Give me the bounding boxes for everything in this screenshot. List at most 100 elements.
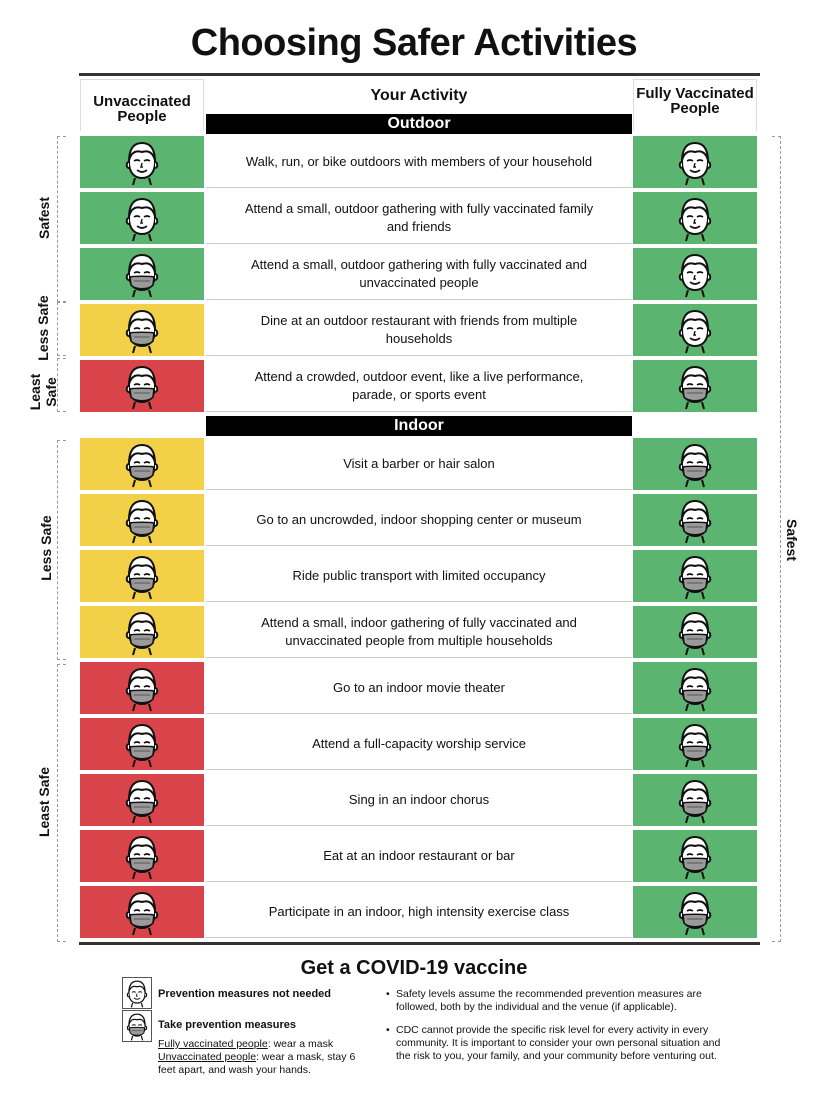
least-safe-indoor-bracket: [57, 664, 66, 942]
masked-face-icon: [125, 499, 159, 544]
top-divider: [79, 73, 760, 76]
no-mask-face-icon: [678, 309, 712, 354]
activity-row: Attend a full-capacity worship service: [80, 718, 758, 774]
safest-bracket: [57, 136, 66, 302]
least-safe-outdoor-bracket: [57, 358, 66, 412]
less-safe-outdoor-bracket: [57, 302, 66, 356]
vaccinated-risk-cell: [633, 662, 757, 714]
activity-header: Your Activity: [370, 87, 468, 104]
masked-face-icon: [678, 365, 712, 410]
masked-face-icon: [678, 779, 712, 824]
activity-row: Dine at an outdoor restaurant with frien…: [80, 304, 758, 360]
activity-row: Participate in an indoor, high intensity…: [80, 886, 758, 942]
activity-row: Eat at an indoor restaurant or bar: [80, 830, 758, 886]
activity-text: Eat at an indoor restaurant or bar: [206, 830, 632, 882]
vaccinated-risk-cell: [633, 830, 757, 882]
masked-face-icon: [122, 1010, 152, 1042]
unvaccinated-risk-cell: [80, 550, 204, 602]
unvaccinated-risk-cell: [80, 136, 204, 188]
note-2-text: CDC cannot provide the specific risk lev…: [396, 1024, 721, 1062]
masked-face-icon: [125, 891, 159, 936]
activity-text: Attend a full-capacity worship service: [206, 718, 632, 770]
less-safe-indoor-label: Less Safe: [38, 515, 54, 581]
masked-face-icon: [125, 611, 159, 656]
no-mask-face-icon: [125, 141, 159, 186]
note-2: • CDC cannot provide the specific risk l…: [386, 1024, 721, 1062]
unvaccinated-risk-cell: [80, 360, 204, 412]
vaccinated-risk-cell: [633, 550, 757, 602]
activity-text: Walk, run, or bike outdoors with members…: [206, 136, 632, 188]
masked-face-icon: [125, 723, 159, 768]
activity-row: Ride public transport with limited occup…: [80, 550, 758, 606]
unvaccinated-term: Unvaccinated people: [158, 1051, 257, 1063]
right-safest-bracket: [772, 136, 781, 942]
activity-text: Go to an uncrowded, indoor shopping cent…: [206, 494, 632, 546]
activity-text: Attend a small, outdoor gathering with f…: [206, 248, 632, 300]
unvaccinated-risk-cell: [80, 494, 204, 546]
vaccinated-risk-cell: [633, 304, 757, 356]
vaccinated-risk-cell: [633, 438, 757, 490]
vaccinated-term: Fully vaccinated people: [158, 1038, 268, 1050]
activity-text: Participate in an indoor, high intensity…: [206, 886, 632, 938]
unvaccinated-risk-cell: [80, 718, 204, 770]
unvaccinated-risk-cell: [80, 830, 204, 882]
masked-face-icon: [125, 835, 159, 880]
less-safe-outdoor-label: Less Safe: [35, 295, 51, 361]
indoor-section-bar: Indoor: [206, 416, 632, 436]
mask-guidance: Fully vaccinated people: wear a mask Unv…: [158, 1038, 373, 1077]
note-1-text: Safety levels assume the recommended pre…: [396, 988, 702, 1013]
vaccinated-risk-cell: [633, 192, 757, 244]
activity-row: Attend a small, indoor gathering of full…: [80, 606, 758, 662]
masked-face-icon: [678, 723, 712, 768]
activity-row: Attend a small, outdoor gathering with f…: [80, 248, 758, 304]
activity-text: Attend a crowded, outdoor event, like a …: [206, 360, 632, 412]
activity-text: Visit a barber or hair salon: [206, 438, 632, 490]
unvaccinated-guidance: : wear a mask, stay 6 feet apart, and wa…: [158, 1051, 356, 1076]
masked-face-icon: [678, 891, 712, 936]
activity-row: Visit a barber or hair salon: [80, 438, 758, 494]
vaccinated-risk-cell: [633, 360, 757, 412]
masked-face-icon: [125, 253, 159, 298]
masked-face-icon: [678, 667, 712, 712]
activity-row: Go to an uncrowded, indoor shopping cent…: [80, 494, 758, 550]
mask-legend-label: Take prevention measures: [158, 1019, 296, 1031]
bottom-divider: [79, 942, 760, 945]
activity-row: Walk, run, or bike outdoors with members…: [80, 136, 758, 192]
vaccinated-guidance: : wear a mask: [267, 1038, 334, 1050]
vaccinated-risk-cell: [633, 248, 757, 300]
activity-text: Go to an indoor movie theater: [206, 662, 632, 714]
masked-face-icon: [125, 309, 159, 354]
unvaccinated-risk-cell: [80, 192, 204, 244]
right-safest-label: Safest: [784, 518, 800, 562]
vaccinated-risk-cell: [633, 774, 757, 826]
vaccinated-risk-cell: [633, 886, 757, 938]
activity-row: Attend a small, outdoor gathering with f…: [80, 192, 758, 248]
unvaccinated-risk-cell: [80, 304, 204, 356]
no-mask-face-icon: [678, 253, 712, 298]
unvaccinated-risk-cell: [80, 886, 204, 938]
activity-text: Attend a small, outdoor gathering with f…: [206, 192, 632, 244]
no-mask-face-icon: [678, 141, 712, 186]
activity-text: Ride public transport with limited occup…: [206, 550, 632, 602]
masked-face-icon: [125, 443, 159, 488]
masked-face-icon: [125, 365, 159, 410]
unvaccinated-risk-cell: [80, 606, 204, 658]
activity-row: Sing in an indoor chorus: [80, 774, 758, 830]
masked-face-icon: [125, 667, 159, 712]
vaccinated-risk-cell: [633, 136, 757, 188]
outdoor-section-bar: Outdoor: [206, 114, 632, 134]
masked-face-icon: [678, 499, 712, 544]
activity-text: Attend a small, indoor gathering of full…: [206, 606, 632, 658]
vaccine-callout: Get a COVID-19 vaccine: [300, 957, 528, 979]
page-title: Choosing Safer Activities: [190, 22, 638, 64]
vaccinated-header: Fully Vaccinated People: [633, 79, 757, 131]
least-safe-indoor-label: Least Safe: [36, 766, 52, 838]
no-mask-face-icon: [122, 977, 152, 1009]
safest-label: Safest: [36, 196, 52, 240]
activity-text: Sing in an indoor chorus: [206, 774, 632, 826]
unvaccinated-header: Unvaccinated People: [80, 79, 204, 131]
masked-face-icon: [125, 779, 159, 824]
vaccinated-risk-cell: [633, 494, 757, 546]
less-safe-indoor-bracket: [57, 440, 66, 660]
activity-row: Attend a crowded, outdoor event, like a …: [80, 360, 758, 416]
